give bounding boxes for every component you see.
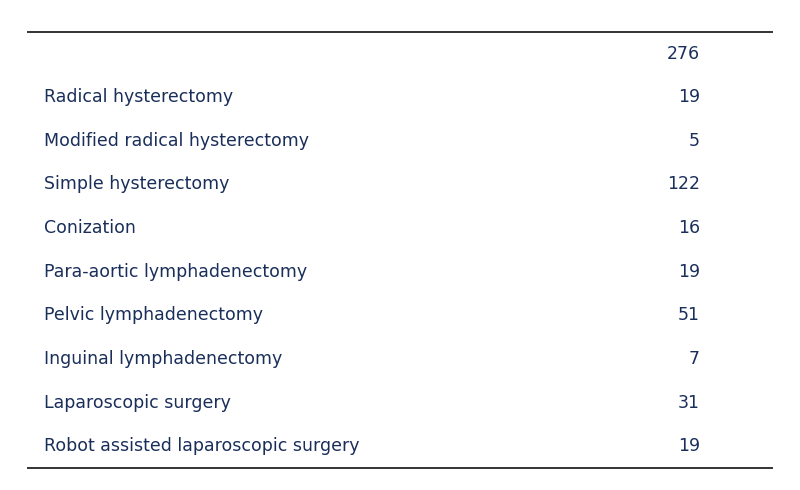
Text: Simple hysterectomy: Simple hysterectomy: [44, 175, 230, 194]
Text: Conization: Conization: [44, 219, 136, 237]
Text: 122: 122: [667, 175, 700, 194]
Text: 19: 19: [678, 88, 700, 106]
Text: Robot assisted laparoscopic surgery: Robot assisted laparoscopic surgery: [44, 437, 359, 455]
Text: 51: 51: [678, 306, 700, 324]
Text: Modified radical hysterectomy: Modified radical hysterectomy: [44, 132, 309, 150]
Text: 16: 16: [678, 219, 700, 237]
Text: Radical hysterectomy: Radical hysterectomy: [44, 88, 233, 106]
Text: 31: 31: [678, 393, 700, 412]
Text: Pelvic lymphadenectomy: Pelvic lymphadenectomy: [44, 306, 263, 324]
Text: 276: 276: [667, 45, 700, 63]
Text: Para-aortic lymphadenectomy: Para-aortic lymphadenectomy: [44, 263, 307, 281]
Text: 19: 19: [678, 263, 700, 281]
Text: 19: 19: [678, 437, 700, 455]
Text: 5: 5: [689, 132, 700, 150]
Text: Inguinal lymphadenectomy: Inguinal lymphadenectomy: [44, 350, 282, 368]
Text: Laparoscopic surgery: Laparoscopic surgery: [44, 393, 231, 412]
Text: 7: 7: [689, 350, 700, 368]
